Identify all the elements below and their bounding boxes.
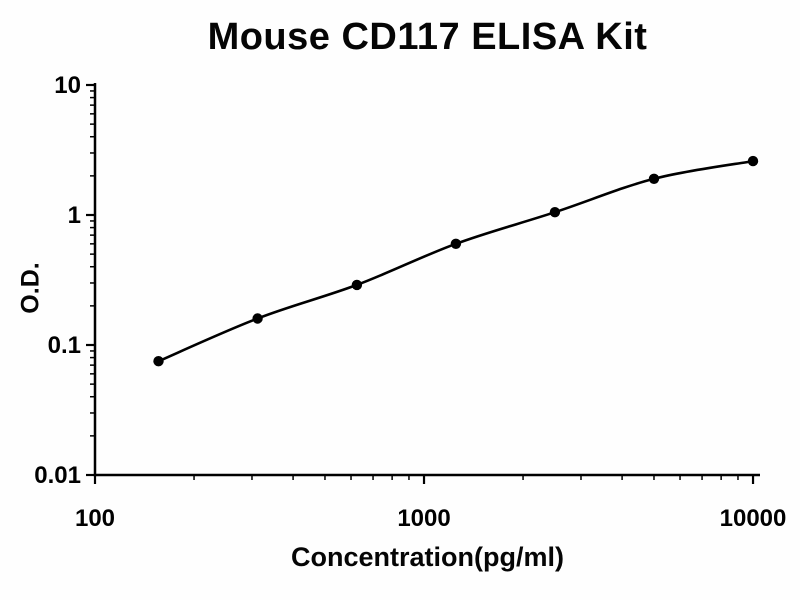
x-tick-label: 10000 [720,505,787,532]
y-tick-label: 1 [68,202,81,229]
data-point-marker [549,207,561,218]
y-tick-label: 0.01 [34,462,81,489]
x-tick-label: 1000 [397,505,450,532]
chart-title: Mouse CD117 ELISA Kit [207,16,648,58]
data-point-marker [747,155,759,167]
y-tick-label: 0.1 [48,332,81,359]
data-point-marker [252,313,263,324]
standard-curve-line [157,159,755,363]
data-point-marker [648,173,660,184]
y-tick-label: 10 [54,72,81,99]
x-axis-label: Concentration(pg/ml) [291,542,564,572]
x-tick-label: 100 [75,505,115,532]
data-point-marker [153,356,164,367]
data-point-marker [450,238,462,249]
data-point-marker [351,279,363,291]
